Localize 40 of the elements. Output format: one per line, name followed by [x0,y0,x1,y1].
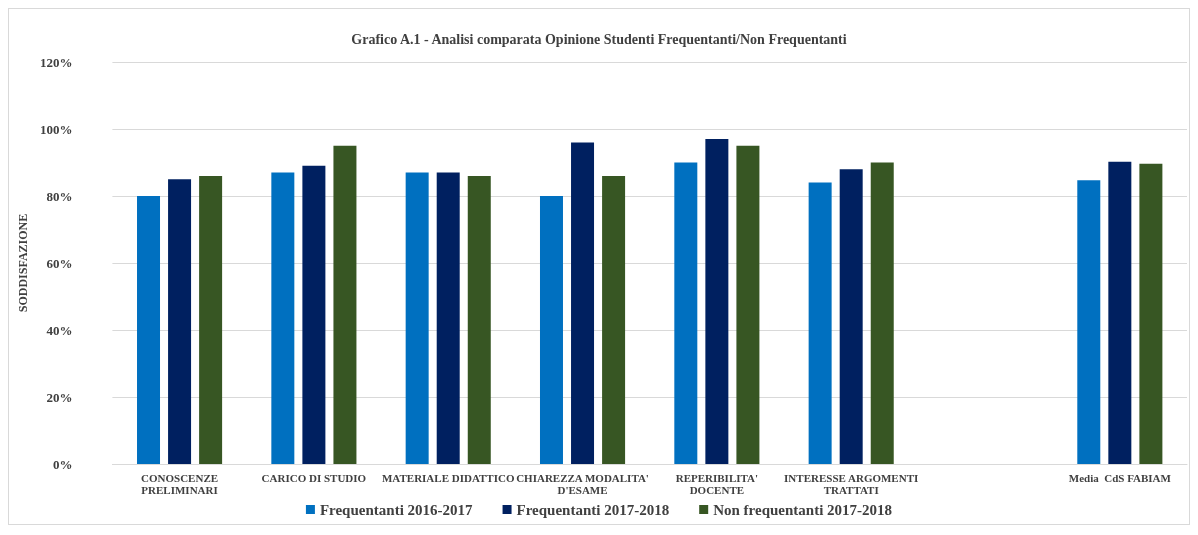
bar [467,175,491,464]
x-tick-label: REPERIBILITA' DOCENTE [675,472,759,496]
y-tick-label: 100% [39,121,73,137]
bar [736,145,760,464]
bar [333,145,357,464]
bar [839,169,863,464]
bar [436,172,460,464]
bar [870,162,894,464]
x-tick-label: CONOSCENZE PRELIMINARI [141,472,219,496]
y-tick-label: 0% [52,456,73,472]
x-tick-label: MATERIALE DIDATTICO [381,472,515,484]
bar [168,179,192,464]
bar [405,172,429,464]
bar [705,139,729,464]
bar [1108,161,1132,464]
chart-title: Grafico A.1 - Analisi comparata Opinione Studenti Frequentanti/Non Frequentanti [351,31,847,47]
bar [137,196,161,464]
legend-label: Non frequentanti 2017-2018 [713,501,893,518]
y-tick-label: 80% [46,188,73,204]
bar [602,175,626,464]
bar [302,165,326,464]
bar [1139,163,1163,464]
bar [808,182,832,464]
bar [571,142,595,464]
x-tick-label: INTERESSE ARGOMENTI TRATTATI [784,472,919,496]
y-axis-title: SODDISFAZIONE [16,213,30,313]
bar [1077,180,1101,464]
legend-label: Frequentanti 2016-2017 [319,501,474,518]
y-tick-label: 20% [46,389,73,405]
legend-label: Frequentanti 2017-2018 [516,501,670,518]
x-tick-label: Media CdS FABIAM [1068,472,1172,484]
bar [674,162,698,464]
y-tick-label: 60% [46,255,73,271]
y-tick-label: 40% [46,322,73,338]
bar [199,175,223,464]
bar [271,172,295,464]
y-tick-label: 120% [39,54,73,70]
bar [539,196,563,464]
x-tick-label: CHIAREZZA MODALITA' D'ESAME [516,472,649,496]
x-tick-label: CARICO DI STUDIO [261,472,367,484]
